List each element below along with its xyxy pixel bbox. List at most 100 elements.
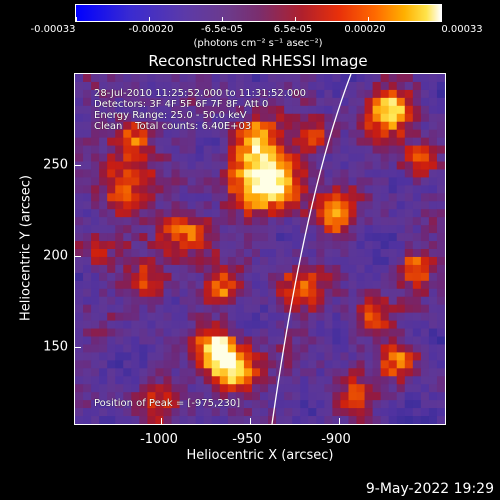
image-pixel bbox=[155, 209, 165, 218]
image-pixel bbox=[348, 376, 358, 385]
image-pixel bbox=[388, 113, 398, 123]
image-pixel bbox=[163, 264, 173, 274]
image-pixel bbox=[155, 376, 165, 385]
image-pixel bbox=[227, 249, 237, 258]
image-pixel bbox=[396, 416, 406, 424]
image-pixel bbox=[99, 201, 108, 210]
image-pixel bbox=[404, 81, 414, 91]
image-pixel bbox=[428, 121, 438, 131]
image-pixel bbox=[107, 145, 116, 155]
image-pixel bbox=[260, 113, 269, 123]
image-pixel bbox=[268, 185, 277, 194]
image-pixel bbox=[260, 74, 269, 83]
image-pixel bbox=[260, 264, 269, 274]
image-pixel bbox=[219, 328, 229, 338]
image-pixel bbox=[436, 153, 445, 163]
image-pixel bbox=[179, 145, 189, 155]
image-pixel bbox=[219, 225, 229, 234]
image-pixel bbox=[227, 145, 237, 155]
image-pixel bbox=[348, 177, 358, 186]
image-pixel bbox=[300, 74, 309, 83]
image-pixel bbox=[436, 161, 445, 171]
image-pixel bbox=[316, 209, 325, 218]
image-pixel bbox=[83, 320, 92, 330]
image-pixel bbox=[227, 177, 237, 186]
image-pixel bbox=[195, 384, 205, 393]
image-pixel bbox=[404, 161, 414, 171]
image-pixel bbox=[420, 153, 430, 163]
image-pixel bbox=[83, 74, 92, 83]
image-pixel bbox=[179, 384, 189, 393]
image-pixel bbox=[131, 392, 140, 401]
image-pixel bbox=[139, 161, 148, 171]
image-pixel bbox=[131, 113, 140, 123]
image-pixel bbox=[356, 368, 366, 377]
image-pixel bbox=[91, 153, 100, 163]
image-pixel bbox=[107, 416, 116, 424]
image-pixel bbox=[171, 408, 181, 417]
image-pixel bbox=[356, 352, 366, 361]
image-pixel bbox=[436, 209, 445, 218]
image-pixel bbox=[388, 360, 398, 369]
image-pixel bbox=[436, 233, 445, 242]
image-pixel bbox=[123, 129, 132, 139]
image-pixel bbox=[268, 264, 277, 274]
image-pixel bbox=[420, 145, 430, 155]
image-pixel bbox=[147, 113, 157, 123]
image-pixel bbox=[115, 256, 124, 266]
image-pixel bbox=[364, 376, 374, 385]
image-pixel bbox=[300, 280, 309, 290]
image-pixel bbox=[91, 368, 100, 377]
image-pixel bbox=[155, 217, 165, 226]
image-pixel bbox=[107, 280, 116, 290]
image-pixel bbox=[308, 416, 317, 424]
image-pixel bbox=[155, 344, 165, 353]
image-pixel bbox=[131, 153, 140, 163]
image-pixel bbox=[436, 81, 445, 91]
image-pixel bbox=[235, 368, 245, 377]
image-pixel bbox=[227, 169, 237, 178]
image-pixel bbox=[404, 400, 414, 409]
image-pixel bbox=[75, 97, 84, 107]
image-pixel bbox=[251, 209, 261, 218]
image-pixel bbox=[388, 74, 398, 83]
image-pixel bbox=[147, 280, 157, 290]
image-pixel bbox=[388, 352, 398, 361]
image-pixel bbox=[316, 272, 325, 282]
image-pixel bbox=[83, 177, 92, 186]
image-pixel bbox=[412, 145, 422, 155]
image-pixel bbox=[211, 336, 221, 346]
image-pixel bbox=[300, 145, 309, 155]
image-pixel bbox=[219, 161, 229, 171]
image-pixel bbox=[131, 368, 140, 377]
image-pixel bbox=[123, 264, 132, 274]
image-pixel bbox=[292, 408, 301, 417]
image-pixel bbox=[219, 368, 229, 377]
image-pixel bbox=[372, 352, 382, 361]
image-pixel bbox=[388, 129, 398, 139]
image-pixel bbox=[211, 328, 221, 338]
image-pixel bbox=[243, 264, 253, 274]
image-pixel bbox=[388, 320, 398, 330]
image-pixel bbox=[75, 241, 84, 250]
image-pixel bbox=[251, 296, 261, 306]
image-pixel bbox=[412, 209, 422, 218]
image-pixel bbox=[260, 161, 269, 171]
image-pixel bbox=[235, 376, 245, 385]
image-pixel bbox=[195, 145, 205, 155]
image-pixel bbox=[235, 121, 245, 131]
image-pixel bbox=[195, 352, 205, 361]
image-pixel bbox=[99, 272, 108, 282]
image-pixel bbox=[131, 296, 140, 306]
image-pixel bbox=[436, 320, 445, 330]
image-pixel bbox=[404, 193, 414, 202]
image-pixel bbox=[243, 384, 253, 393]
image-pixel bbox=[388, 161, 398, 171]
image-pixel bbox=[300, 169, 309, 178]
image-pixel bbox=[83, 209, 92, 218]
image-pixel bbox=[235, 360, 245, 369]
image-pixel bbox=[83, 360, 92, 369]
image-pixel bbox=[147, 416, 157, 424]
x-tick-label: -1000 bbox=[140, 432, 178, 447]
image-pixel bbox=[284, 209, 293, 218]
